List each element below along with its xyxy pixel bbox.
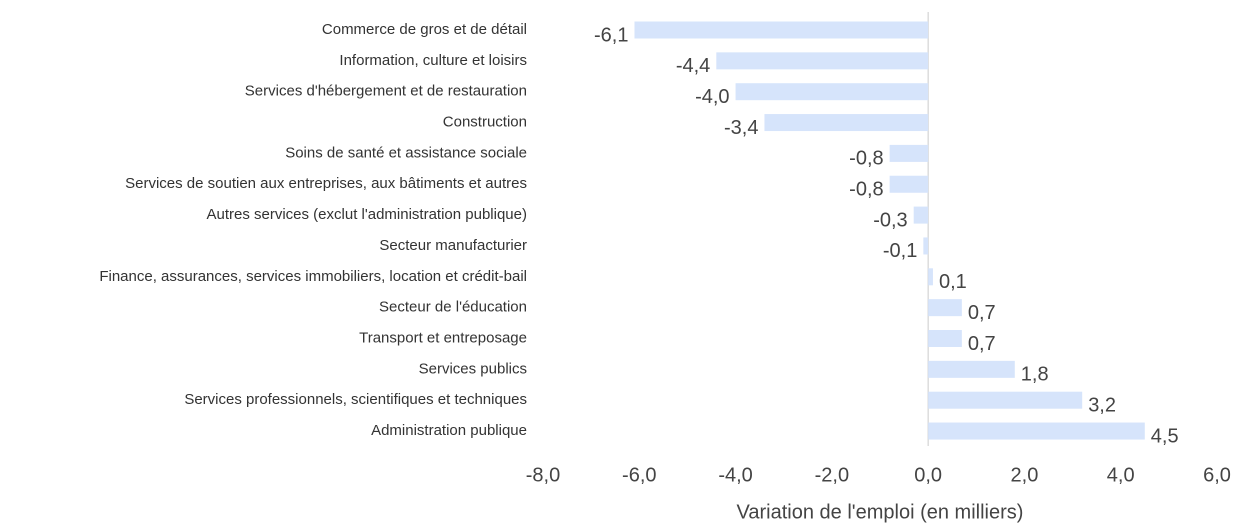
value-label: 0,7 [968, 333, 996, 355]
bar [889, 144, 929, 162]
x-tick-label: -4,0 [718, 464, 752, 486]
value-label: 4,5 [1151, 425, 1179, 447]
y-tick-label: Services professionnels, scientifiques e… [184, 391, 527, 408]
y-tick-label: Services d'hébergement et de restauratio… [245, 83, 527, 100]
y-tick-label: Transport et entreposage [359, 329, 527, 346]
x-tick-label: 4,0 [1107, 464, 1135, 486]
bar [928, 268, 933, 286]
bar [913, 206, 929, 224]
y-tick-label: Administration publique [371, 422, 527, 439]
bar [928, 299, 962, 317]
x-axis-title: Variation de l'emploi (en milliers) [737, 501, 1024, 523]
value-label: 0,1 [939, 271, 967, 293]
bar [716, 52, 929, 70]
x-tick-label: -6,0 [622, 464, 656, 486]
bar [928, 391, 1083, 409]
y-tick-label: Autres services (exclut l'administration… [206, 206, 527, 223]
bar [928, 422, 1145, 440]
x-tick-label: 2,0 [1011, 464, 1039, 486]
y-tick-label: Secteur manufacturier [379, 237, 527, 254]
y-tick-label: Finance, assurances, services immobilier… [99, 268, 527, 285]
x-tick-label: -2,0 [815, 464, 849, 486]
value-label: -0,1 [883, 240, 917, 262]
value-label: -4,0 [695, 86, 729, 108]
value-label: -0,8 [849, 179, 883, 201]
value-label: -3,4 [724, 117, 758, 139]
y-tick-label: Information, culture et loisirs [339, 52, 527, 69]
bar [634, 21, 929, 39]
value-label: -6,1 [594, 24, 628, 46]
value-label: 1,8 [1021, 364, 1049, 386]
y-tick-label: Construction [443, 114, 527, 131]
value-label: -4,4 [676, 55, 710, 77]
y-tick-label: Services publics [419, 360, 527, 377]
bar [928, 360, 1015, 378]
y-tick-label: Soins de santé et assistance sociale [285, 144, 527, 161]
bar [928, 330, 962, 347]
value-label: -0,3 [873, 209, 907, 231]
y-tick-label: Services de soutien aux entreprises, aux… [125, 175, 527, 192]
x-tick-label: -8,0 [526, 464, 560, 486]
x-tick-label: 0,0 [914, 464, 942, 486]
bar [923, 237, 929, 255]
x-tick-label: 6,0 [1203, 464, 1231, 486]
value-label: 0,7 [968, 302, 996, 324]
bar [764, 114, 929, 132]
bar [735, 83, 929, 101]
y-tick-label: Commerce de gros et de détail [322, 21, 527, 38]
bar [889, 175, 929, 193]
value-label: 3,2 [1088, 394, 1116, 416]
value-label: -0,8 [849, 148, 883, 170]
y-tick-label: Secteur de l'éducation [379, 299, 527, 316]
